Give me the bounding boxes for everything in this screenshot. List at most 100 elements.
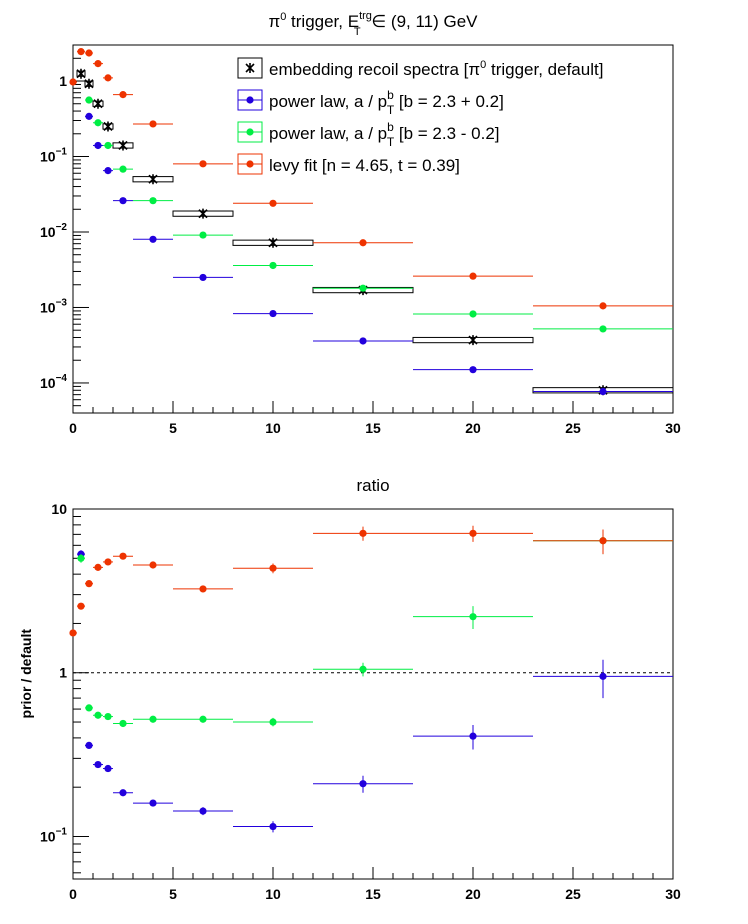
data-point: [94, 141, 102, 150]
data-point: [77, 554, 85, 562]
x-tick-label: 10: [265, 420, 281, 436]
data-point: [199, 231, 207, 239]
y-tick-label: 10−1: [40, 826, 67, 844]
series-1: [77, 529, 673, 728]
y-tick-label: 10−1: [40, 147, 67, 165]
x-tick-label: 20: [465, 420, 481, 436]
data-point: [469, 529, 477, 537]
legend-entry: levy fit [n = 4.65, t = 0.39]: [237, 153, 460, 175]
legend-entry: embedding recoil spectra [π0 trigger, de…: [237, 57, 603, 79]
legend-label: power law, a / pb T [b = 2.3 - 0.2]: [269, 120, 500, 149]
data-point: [599, 537, 607, 545]
x-tick-label: 5: [169, 886, 177, 902]
data-point: [104, 764, 112, 773]
data-point: [85, 49, 93, 57]
data-point: [199, 160, 207, 168]
x-tick-label: 15: [365, 886, 381, 902]
data-point: [199, 273, 207, 282]
data-point: [93, 98, 103, 109]
x-tick-label: 5: [169, 420, 177, 436]
data-point: [119, 552, 127, 560]
data-point: [94, 119, 102, 127]
data-point: [119, 197, 127, 205]
data-point: [468, 335, 478, 346]
data-point: [94, 760, 102, 769]
data-point: [149, 235, 157, 243]
data-point: [148, 174, 158, 185]
x-tick-label: 0: [69, 886, 77, 902]
data-point: [149, 799, 157, 807]
data-point: [599, 672, 607, 680]
data-point: [84, 78, 94, 89]
data-point: [269, 564, 277, 572]
legend-marker-dot: [246, 96, 254, 104]
y-tick-label: 1: [59, 73, 67, 89]
data-point: [94, 60, 102, 68]
data-point: [77, 48, 85, 56]
legend-label: power law, a / pb T [b = 2.3 + 0.2]: [269, 88, 504, 117]
data-point: [359, 337, 367, 345]
x-tick-label: 25: [565, 420, 581, 436]
data-point: [104, 712, 112, 721]
y-tick-label: 10−3: [40, 297, 67, 315]
legend-label: embedding recoil spectra [π0 trigger, de…: [269, 59, 603, 79]
panel-top: π0 trigger, Etrg T ∈ (9, 11) GeV 0 5 10 15 20 2…: [40, 10, 681, 436]
data-point: [94, 711, 102, 719]
data-point: [359, 239, 367, 247]
data-point: [104, 141, 112, 150]
legend-marker-dot: [246, 128, 254, 136]
series-2: [85, 96, 673, 333]
series-3: [69, 48, 673, 310]
series-1: [85, 112, 673, 396]
x-tick-label: 15: [365, 420, 381, 436]
data-point: [94, 563, 102, 571]
data-point: [269, 261, 277, 270]
legend-marker-dot: [246, 160, 254, 168]
data-point: [359, 529, 367, 537]
data-point: [119, 789, 127, 797]
data-point: [85, 112, 93, 120]
data-point: [69, 629, 77, 637]
data-point: [359, 284, 367, 292]
data-point: [104, 167, 112, 175]
panel-ratio: ratio 0 5 10 15 20 25 30 10−1 1 10 prior / default: [18, 476, 681, 902]
legend-marker: [237, 57, 263, 79]
data-point: [149, 715, 157, 723]
x-tick-label: 10: [265, 886, 281, 902]
data-point: [269, 822, 277, 831]
y-tick-label: 10−4: [40, 373, 67, 391]
y-tick-label: 1: [59, 665, 67, 681]
data-point: [199, 807, 207, 815]
legend-marker-star: [245, 63, 255, 73]
data-point: [149, 561, 157, 569]
data-point: [359, 780, 367, 788]
data-point: [85, 704, 93, 712]
data-point: [599, 387, 607, 396]
series-0: [77, 550, 673, 833]
data-point: [269, 718, 277, 726]
data-point: [269, 309, 277, 318]
data-point: [69, 78, 77, 86]
series-2: [69, 525, 673, 637]
data-point: [269, 199, 277, 207]
data-point: [119, 91, 127, 99]
y-tick-label: 10: [51, 501, 67, 517]
legend-label: levy fit [n = 4.65, t = 0.39]: [269, 156, 460, 175]
legend-entry: power law, a / pb T [b = 2.3 - 0.2]: [237, 120, 500, 149]
data-point: [359, 665, 367, 673]
data-point: [85, 580, 93, 588]
data-point: [119, 165, 127, 173]
data-point: [76, 68, 86, 79]
data-point: [104, 74, 112, 82]
data-point: [149, 120, 157, 128]
data-point: [85, 741, 93, 749]
data-point: [119, 719, 127, 728]
legend: embedding recoil spectra [π0 trigger, de…: [237, 57, 603, 175]
data-point: [599, 325, 607, 333]
data-point: [469, 732, 477, 740]
chart-title: ratio: [356, 476, 389, 495]
data-point: [85, 96, 93, 104]
data-point: [77, 602, 85, 610]
chart-title: π0 trigger, Etrg T ∈ (9, 11) GeV: [268, 10, 478, 38]
